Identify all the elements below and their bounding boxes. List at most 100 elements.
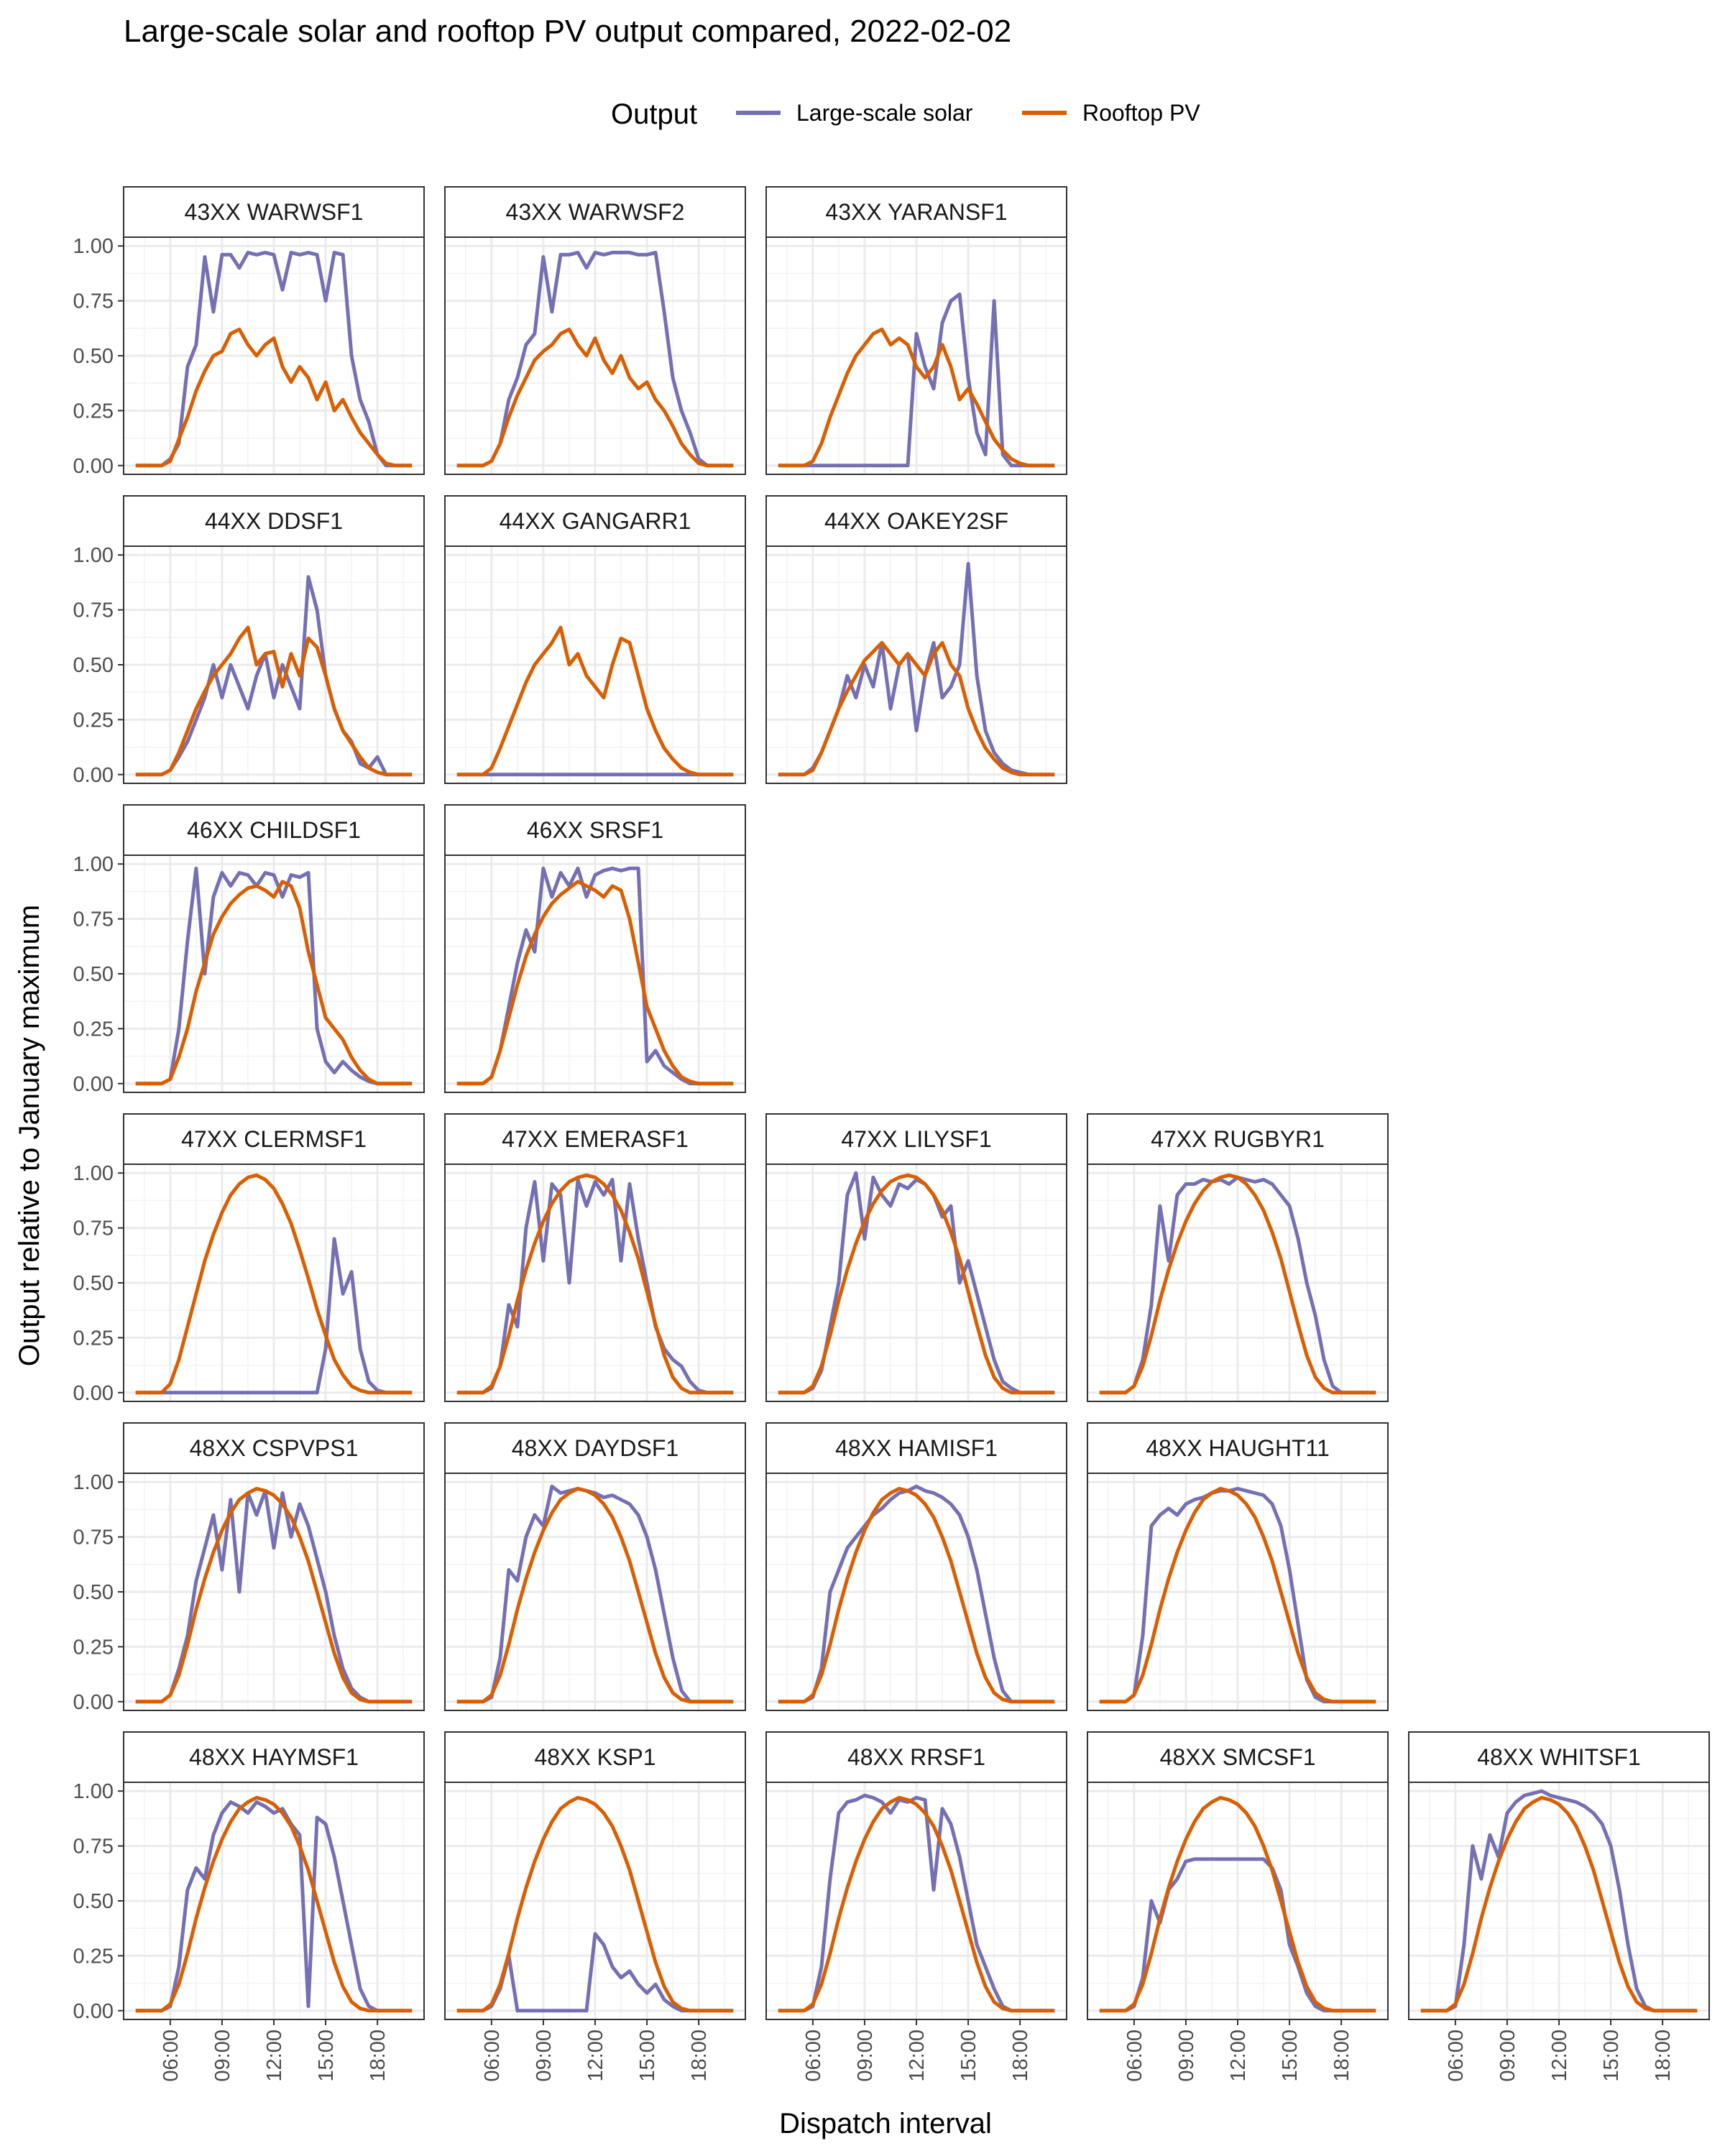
series-line-rooftop-pv — [135, 880, 413, 1086]
facet-strip — [123, 1731, 425, 1783]
x-tick-label: 15:00 — [636, 2030, 659, 2082]
facet-panel: 43XX WARWSF1 — [123, 186, 425, 475]
facet-panel: 48XX SMCSF1 — [1087, 1731, 1389, 2020]
facet-strip — [123, 1113, 425, 1165]
facet-strip — [765, 1113, 1067, 1165]
x-tick-label: 09:00 — [854, 2030, 877, 2082]
legend-label-large-scale-solar: Large-scale solar — [796, 100, 973, 126]
y-tick-label: 0.25 — [73, 400, 114, 423]
facet-strip-label: 47XX LILYSF1 — [841, 1126, 991, 1152]
y-tick-label: 0.00 — [73, 2000, 114, 2023]
y-tick-label: 0.50 — [73, 1890, 114, 1913]
y-tick-label: 0.00 — [73, 1073, 114, 1096]
series-line-rooftop-pv — [135, 625, 413, 777]
series-line-large-scale-solar — [135, 250, 413, 468]
x-tick-label: 15:00 — [957, 2030, 980, 2082]
series-line-rooftop-pv — [456, 1486, 734, 1704]
facet-panel: 47XX RUGBYR1 — [1087, 1113, 1389, 1402]
y-tick-label: 0.75 — [73, 599, 114, 622]
facet-strip — [123, 495, 425, 547]
facet-strip — [123, 186, 425, 238]
facet-panel: 48XX HAMISF1 — [765, 1422, 1067, 1711]
facet-strip — [1087, 1731, 1389, 1783]
facet-panel: 46XX CHILDSF1 — [123, 804, 425, 1093]
series-line-large-scale-solar — [778, 1484, 1055, 1704]
y-tick-label: 0.50 — [73, 1272, 114, 1295]
facet-strip — [765, 495, 1067, 547]
series-line-rooftop-pv — [135, 327, 413, 468]
y-tick-label: 0.25 — [73, 1018, 114, 1041]
series-line-rooftop-pv — [1099, 1173, 1376, 1395]
facet-panel: 48XX HAUGHT11 — [1087, 1422, 1389, 1711]
facet-strip — [444, 1731, 746, 1783]
facet-panel: 44XX DDSF1 — [123, 495, 425, 784]
series-line-rooftop-pv — [456, 880, 734, 1086]
facet-strip-label: 46XX CHILDSF1 — [187, 817, 361, 843]
y-tick-label: 0.00 — [73, 1382, 114, 1405]
series-line-large-scale-solar — [135, 866, 413, 1086]
series-line-large-scale-solar — [456, 250, 734, 468]
series-line-rooftop-pv — [1099, 1795, 1376, 2013]
y-tick-label: 0.00 — [73, 1691, 114, 1714]
facet-strip — [765, 1422, 1067, 1474]
y-tick-label: 1.00 — [73, 1162, 114, 1185]
x-tick-label: 12:00 — [1227, 2030, 1250, 2082]
facet-panel: 44XX OAKEY2SF — [765, 495, 1067, 784]
y-tick-label: 1.00 — [73, 1471, 114, 1494]
x-tick-label: 12:00 — [263, 2030, 286, 2082]
facet-panel: 43XX WARWSF2 — [444, 186, 746, 475]
facet-strip-label: 48XX DAYDSF1 — [512, 1435, 678, 1461]
series-line-rooftop-pv — [135, 1173, 413, 1395]
x-tick-label: 06:00 — [802, 2030, 825, 2082]
series-line-large-scale-solar — [135, 575, 413, 777]
facet-strip-label: 43XX WARWSF1 — [185, 199, 364, 225]
series-line-rooftop-pv — [778, 327, 1055, 468]
series-line-rooftop-pv — [1420, 1795, 1698, 2013]
y-tick-label: 1.00 — [73, 853, 114, 876]
series-line-rooftop-pv — [456, 1795, 734, 2013]
facet-panel: 46XX SRSF1 — [444, 804, 746, 1093]
series-line-rooftop-pv — [456, 327, 734, 468]
facet-panel: 44XX GANGARR1 — [444, 495, 746, 784]
series-line-rooftop-pv — [135, 1795, 413, 2013]
x-tick-label: 15:00 — [1279, 2030, 1302, 2082]
x-tick-label: 09:00 — [1496, 2030, 1519, 2082]
y-tick-label: 0.50 — [73, 345, 114, 368]
facet-panel: 43XX YARANSF1 — [765, 186, 1067, 475]
series-line-large-scale-solar — [778, 292, 1055, 468]
y-tick-label: 0.25 — [73, 1636, 114, 1659]
facet-panel: 48XX RRSF1 — [765, 1731, 1067, 2020]
x-axes: 06:00 09:00 12:00 15:00 18:00 06:00 09:00 12:00… — [160, 2019, 1675, 2082]
facet-strip — [444, 1113, 746, 1165]
y-tick-label: 1.00 — [73, 235, 114, 258]
legend: Output Large-scale solar Rooftop PV — [611, 98, 1200, 130]
facet-strip-label: 47XX RUGBYR1 — [1151, 1126, 1325, 1152]
legend-label-rooftop-pv: Rooftop PV — [1082, 100, 1200, 126]
series-line-large-scale-solar — [1099, 1857, 1376, 2013]
facet-strip-label: 44XX OAKEY2SF — [824, 508, 1008, 534]
facet-strip — [123, 804, 425, 856]
series-line-large-scale-solar — [1099, 1486, 1376, 1704]
y-tick-label: 0.75 — [73, 290, 114, 313]
facet-panel: 47XX EMERASF1 — [444, 1113, 746, 1402]
y-tick-label: 0.50 — [73, 1581, 114, 1604]
facet-strip-label: 48XX SMCSF1 — [1160, 1744, 1316, 1770]
facet-panel: 48XX KSP1 — [444, 1731, 746, 2020]
x-tick-label: 18:00 — [1330, 2030, 1353, 2082]
facet-strip — [123, 1422, 425, 1474]
x-tick-label: 06:00 — [1123, 2030, 1146, 2082]
y-tick-label: 0.00 — [73, 455, 114, 478]
y-tick-label: 0.00 — [73, 764, 114, 787]
y-tick-label: 1.00 — [73, 1780, 114, 1803]
facet-strip-label: 48XX KSP1 — [535, 1744, 656, 1770]
x-tick-label: 12:00 — [906, 2030, 929, 2082]
facet-panel: 48XX HAYMSF1 — [123, 1731, 425, 2020]
x-axis-title: Dispatch interval — [779, 2108, 992, 2139]
facet-strip — [444, 804, 746, 856]
y-tick-label: 0.50 — [73, 963, 114, 986]
series-line-rooftop-pv — [778, 640, 1055, 777]
series-line-large-scale-solar — [456, 1484, 734, 1704]
y-tick-label: 0.25 — [73, 1327, 114, 1350]
x-tick-label: 15:00 — [1600, 2030, 1623, 2082]
